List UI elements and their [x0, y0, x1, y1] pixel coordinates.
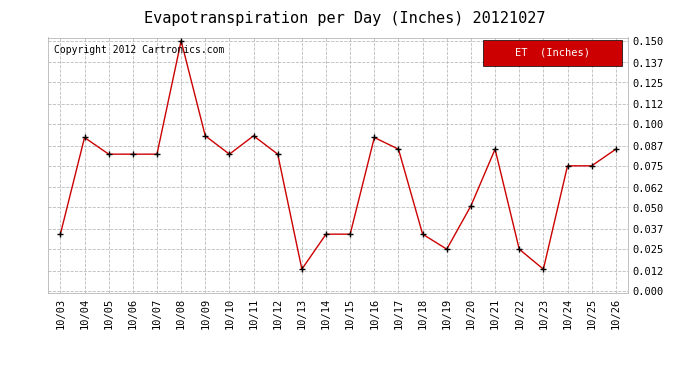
- Text: Copyright 2012 Cartronics.com: Copyright 2012 Cartronics.com: [54, 45, 224, 55]
- Text: Evapotranspiration per Day (Inches) 20121027: Evapotranspiration per Day (Inches) 2012…: [144, 11, 546, 26]
- Text: ET  (Inches): ET (Inches): [515, 48, 590, 58]
- FancyBboxPatch shape: [483, 40, 622, 66]
